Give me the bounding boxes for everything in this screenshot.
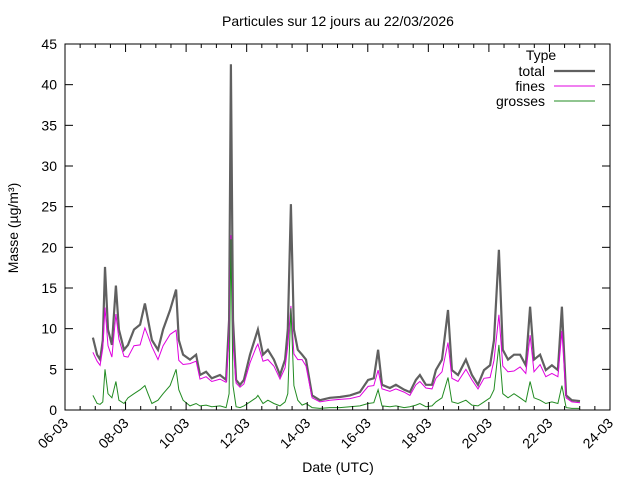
y-tick-label: 20 xyxy=(41,239,57,255)
y-tick-label: 30 xyxy=(41,158,57,174)
series-line-fines xyxy=(92,235,581,404)
legend-label-grosses: grosses xyxy=(496,93,545,109)
x-axis-label: Date (UTC) xyxy=(302,459,374,475)
y-tick-label: 45 xyxy=(41,36,57,52)
legend-label-total: total xyxy=(519,63,545,79)
series-line-grosses xyxy=(92,239,580,409)
y-tick-label: 25 xyxy=(41,199,57,215)
x-tick-label: 24-03 xyxy=(579,415,616,452)
y-tick-label: 15 xyxy=(41,280,57,296)
y-tick-label: 10 xyxy=(41,321,57,337)
y-axis-label: Masse (µg/m³) xyxy=(5,183,21,274)
y-tick-label: 0 xyxy=(49,402,57,418)
x-tick-label: 14-03 xyxy=(277,415,314,452)
x-tick-label: 16-03 xyxy=(337,415,374,452)
y-tick-label: 5 xyxy=(49,361,57,377)
x-tick-label: 18-03 xyxy=(398,415,435,452)
y-tick-label: 35 xyxy=(41,117,57,133)
series-line-total xyxy=(91,64,581,403)
x-tick-label: 22-03 xyxy=(519,415,556,452)
x-tick-label: 08-03 xyxy=(95,415,132,452)
legend-title: Type xyxy=(526,47,557,63)
x-tick-label: 20-03 xyxy=(458,415,495,452)
legend-label-fines: fines xyxy=(515,78,545,94)
chart-title: Particules sur 12 jours au 22/03/2026 xyxy=(222,13,454,29)
x-tick-label: 12-03 xyxy=(216,415,253,452)
x-tick-label: 10-03 xyxy=(156,415,193,452)
x-tick-label: 06-03 xyxy=(34,415,71,452)
series-layer xyxy=(91,64,581,409)
y-tick-label: 40 xyxy=(41,77,57,93)
